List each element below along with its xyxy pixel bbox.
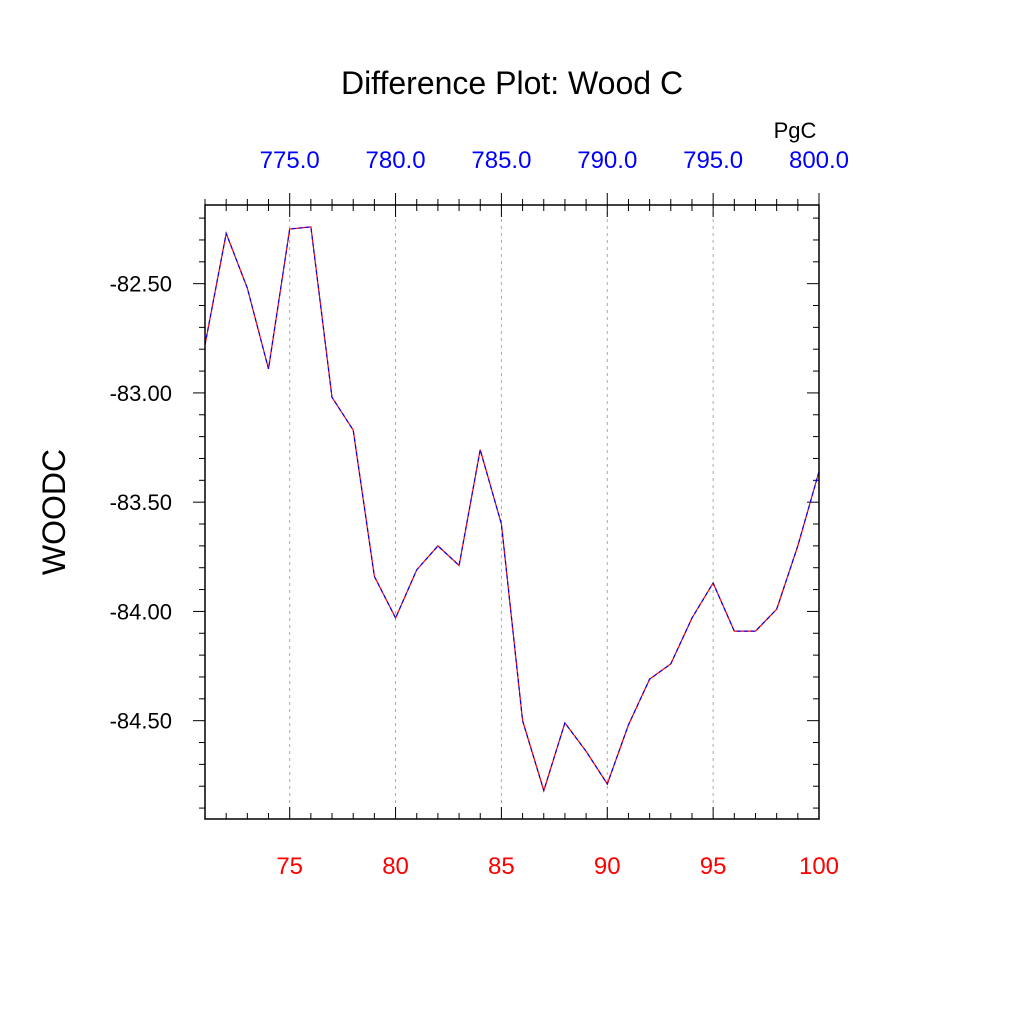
- x-tick-label: 85: [488, 853, 515, 880]
- y-tick-label: -83.50: [110, 490, 172, 515]
- x-tick-label: 100: [799, 853, 839, 880]
- y-tick-label: -84.00: [110, 599, 172, 624]
- top-tick-label: 790.0: [577, 147, 637, 174]
- plot-frame: [204, 204, 820, 820]
- series-line-red: [204, 226, 820, 793]
- tick-labels: 75 80 85 90 95 100 775.0 780.0 785.0 790.0 795.0 80…: [110, 147, 849, 880]
- series-lines: [204, 226, 820, 793]
- top-tick-label: 795.0: [683, 147, 743, 174]
- axis-ticks: [193, 193, 820, 819]
- x-tick-label: 80: [382, 853, 409, 880]
- top-tick-label: 780.0: [366, 147, 426, 174]
- top-axis-unit-label: PgC: [774, 118, 817, 143]
- x-tick-label: 75: [276, 853, 303, 880]
- y-tick-label: -84.50: [110, 709, 172, 734]
- chart-title: Difference Plot: Wood C: [341, 65, 683, 101]
- x-tick-label: 95: [700, 853, 727, 880]
- y-tick-label: -83.00: [110, 381, 172, 406]
- top-tick-label: 775.0: [260, 147, 320, 174]
- y-axis-label: WOODC: [36, 449, 72, 575]
- top-tick-label: 800.0: [789, 147, 849, 174]
- x-tick-label: 90: [594, 853, 621, 880]
- top-tick-label: 785.0: [471, 147, 531, 174]
- y-tick-label: -82.50: [110, 272, 172, 297]
- grid-lines: [289, 205, 714, 819]
- series-line-blue: [204, 226, 820, 793]
